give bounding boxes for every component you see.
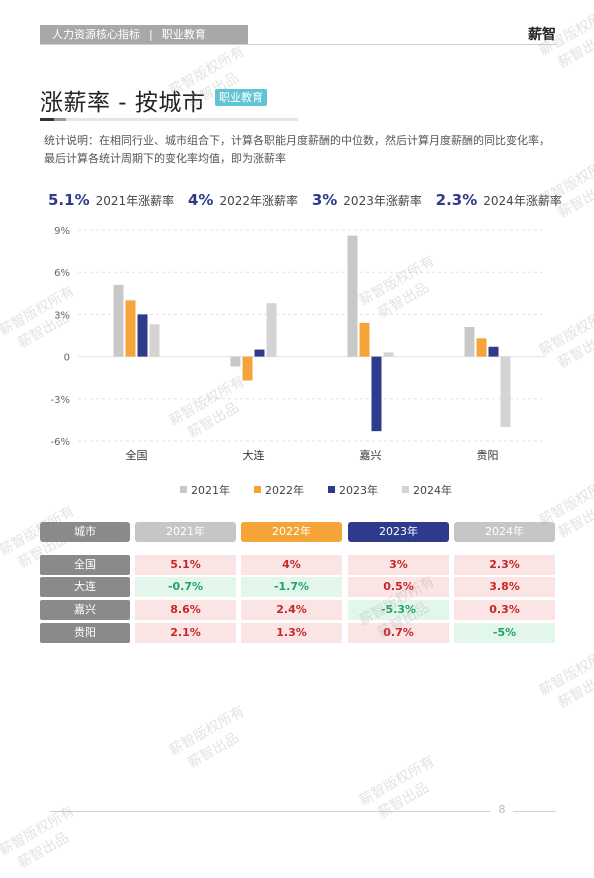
y-tick-label: 3% bbox=[54, 310, 70, 321]
summary-label-2023: 2023年涨薪率 bbox=[343, 194, 422, 208]
summary-label-2022: 2022年涨薪率 bbox=[219, 194, 298, 208]
legend-label-2022: 2022年 bbox=[265, 483, 304, 497]
legend-swatch-2024 bbox=[402, 486, 409, 493]
summary-label-2024: 2024年涨薪率 bbox=[483, 194, 562, 208]
bar-2022-2 bbox=[242, 356, 253, 381]
x-tick-label: 全国 bbox=[126, 448, 148, 462]
table-cell: 2.3% bbox=[454, 555, 555, 575]
bar-2021-3 bbox=[347, 235, 358, 357]
table-cell: 3.8% bbox=[454, 577, 555, 597]
footer-divider-right bbox=[513, 811, 556, 812]
bar-2023-1 bbox=[137, 314, 148, 357]
legend-label-2021: 2021年 bbox=[191, 483, 230, 497]
statistics-description: 统计说明：在相同行业、城市组合下，计算各职能月度薪酬的中位数，然后计算月度薪酬的… bbox=[44, 134, 550, 165]
legend-label-2024: 2024年 bbox=[413, 483, 452, 497]
bar-2022-1 bbox=[125, 300, 136, 357]
table-cell: 0.7% bbox=[348, 623, 449, 643]
table-cell: -5% bbox=[454, 623, 555, 643]
table-cell: 8.6% bbox=[135, 600, 236, 620]
footer-divider-left bbox=[50, 811, 490, 812]
summary-value-2024: 2.3% bbox=[435, 191, 478, 209]
table-row-city: 全国 bbox=[40, 555, 130, 575]
table-cell: 2.4% bbox=[241, 600, 342, 620]
table-header-2021年: 2021年 bbox=[135, 522, 236, 542]
table-cell: 3% bbox=[348, 555, 449, 575]
x-tick-label: 贵阳 bbox=[477, 449, 499, 462]
bar-2023-3 bbox=[371, 356, 382, 432]
bar-2024-3 bbox=[383, 352, 394, 357]
industry-tag: 职业教育 bbox=[215, 89, 267, 106]
salary-increase-bar-chart: 9% 6% 3% 0 -3% -6% 全国 大连 嘉兴 贵阳 2021年 2022年 2023年 2024… bbox=[51, 226, 546, 497]
bar-2022-4 bbox=[476, 338, 487, 357]
title-underline bbox=[40, 118, 298, 121]
table-cell: 4% bbox=[241, 555, 342, 575]
summary-row: 5.1% 2021年涨薪率 4% 2022年涨薪率 3% 2023年涨薪率 2.3% 2… bbox=[48, 191, 572, 209]
summary-value-2022: 4% bbox=[187, 191, 214, 209]
table-cell: 0.3% bbox=[454, 600, 555, 620]
x-tick-label: 大连 bbox=[243, 448, 265, 462]
page-number: 8 bbox=[498, 803, 506, 816]
bar-2023-4 bbox=[488, 346, 499, 357]
x-tick-label: 嘉兴 bbox=[360, 448, 382, 462]
table-cell: 5.1% bbox=[135, 555, 236, 575]
legend-swatch-2023 bbox=[328, 486, 335, 493]
y-tick-label: -3% bbox=[51, 395, 70, 406]
y-tick-label: 6% bbox=[54, 268, 70, 279]
table-cell: -5.3% bbox=[348, 600, 449, 620]
y-tick-label: 9% bbox=[54, 226, 70, 237]
legend-label-2023: 2023年 bbox=[339, 483, 378, 497]
bar-2024-1 bbox=[149, 324, 160, 357]
brand-logo: 薪智 bbox=[528, 27, 556, 43]
table-cell: 0.5% bbox=[348, 577, 449, 597]
bar-2021-2 bbox=[230, 356, 241, 367]
header-section-label: 人力资源核心指标 bbox=[52, 28, 140, 41]
table-header-2023年: 2023年 bbox=[348, 522, 449, 542]
bar-2024-2 bbox=[266, 303, 277, 357]
header-separator: | bbox=[149, 28, 153, 41]
bar-2023-2 bbox=[254, 349, 265, 357]
table-row-city: 贵阳 bbox=[40, 623, 130, 643]
table-header-2022年: 2022年 bbox=[241, 522, 342, 542]
table-cell: -1.7% bbox=[241, 577, 342, 597]
table-row-city: 大连 bbox=[40, 577, 130, 597]
legend-swatch-2021 bbox=[180, 486, 187, 493]
header-section-bar: 人力资源核心指标 | 职业教育 bbox=[40, 25, 248, 44]
summary-label-2021: 2021年涨薪率 bbox=[95, 194, 175, 208]
legend-swatch-2022 bbox=[254, 486, 261, 493]
bar-2022-3 bbox=[359, 322, 370, 357]
table-header-city: 城市 bbox=[40, 522, 130, 542]
summary-value-2021: 5.1% bbox=[48, 191, 90, 209]
y-tick-label: -6% bbox=[51, 437, 70, 448]
table-cell: -0.7% bbox=[135, 577, 236, 597]
table-header-2024年: 2024年 bbox=[454, 522, 555, 542]
bar-2021-1 bbox=[113, 284, 124, 357]
y-tick-label: 0 bbox=[64, 353, 70, 364]
table-cell: 1.3% bbox=[241, 623, 342, 643]
header-category-label: 职业教育 bbox=[161, 28, 206, 41]
summary-value-2023: 3% bbox=[311, 191, 338, 209]
bar-2021-4 bbox=[464, 327, 475, 357]
bar-2024-4 bbox=[500, 356, 511, 427]
table-row-city: 嘉兴 bbox=[40, 600, 130, 620]
page-title: 涨薪率 - 按城市 bbox=[40, 90, 206, 116]
table-cell: 2.1% bbox=[135, 623, 236, 643]
header-divider bbox=[40, 44, 556, 45]
